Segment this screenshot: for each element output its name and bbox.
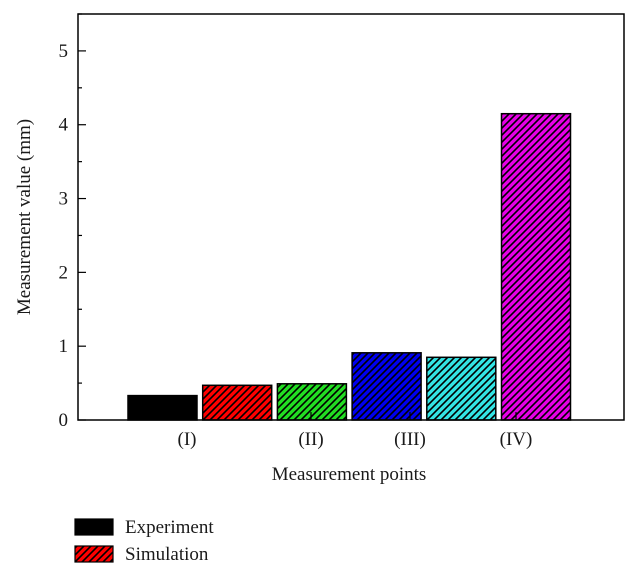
x-tick-label: (III) [394,429,426,450]
y-tick-label: 4 [59,115,69,136]
x-axis: (I) (II) (III) (IV) [178,412,533,450]
x-tick-label: (II) [298,429,323,450]
legend-swatch-2 [74,545,114,563]
y-tick-label: 0 [59,410,69,431]
legend-swatch-1 [74,518,114,536]
bar-6 [500,112,572,421]
y-tick-label: 1 [59,336,69,357]
bar-2 [201,384,273,421]
y-tick-label: 2 [59,262,69,283]
plot-frame [77,13,625,421]
y-axis-title: Measurement value (mm) [14,119,35,315]
y-tick-label: 5 [59,41,69,62]
legend-label-1: Experiment [125,517,214,538]
bars-layer [127,112,572,421]
bar-3 [276,383,348,421]
x-axis-title: Measurement points [272,464,427,485]
x-tick-label: (I) [178,429,197,450]
bar-4 [351,352,422,421]
legend-label-2: Simulation [125,544,209,565]
legend: Experiment Simulation [74,517,214,565]
y-tick-label: 3 [59,189,69,210]
bar-5 [426,356,497,421]
x-tick-label: (IV) [500,429,533,450]
y-axis: 0 1 2 3 4 5 [59,13,86,431]
